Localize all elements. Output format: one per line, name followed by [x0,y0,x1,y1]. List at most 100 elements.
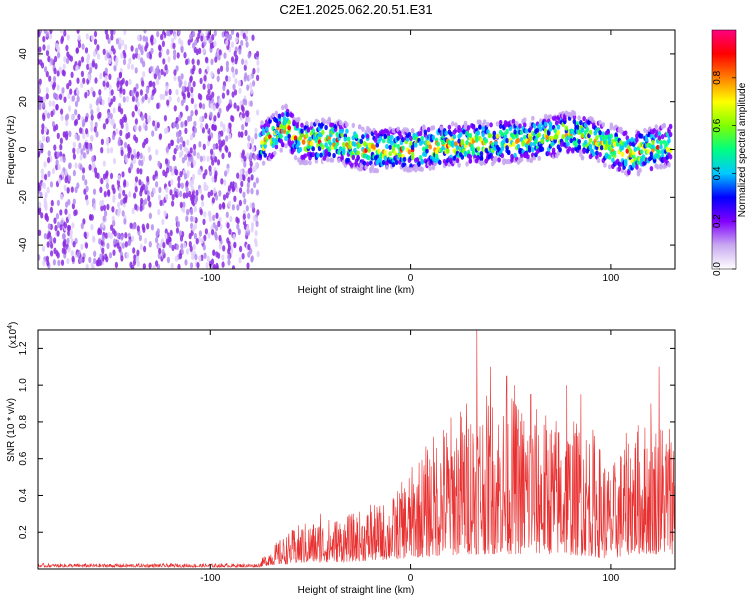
heatmap-cell [135,96,139,103]
tick: 1.0 [18,378,675,392]
heatmap-cell [177,75,181,83]
heatmap-cell [90,34,94,41]
heatmap-cell [407,149,412,155]
heatmap-cell [577,115,581,121]
heatmap-cell [173,69,177,76]
heatmap-cell [173,33,177,40]
heatmap-cell [182,140,186,147]
heatmap-cell [139,89,143,96]
heatmap-cell [300,128,304,134]
heatmap-cell [327,146,332,153]
heatmap-cell [362,160,367,167]
heatmap-cell [502,138,506,145]
heatmap-cell [122,197,126,204]
heatmap-cell [580,127,585,133]
heatmap-cell [214,56,218,63]
heatmap-cell [305,159,309,166]
heatmap-cell [87,143,91,150]
heatmap-cell [81,43,85,50]
heatmap-cell [177,131,182,138]
heatmap-cell [386,130,391,136]
heatmap-cell [127,239,131,247]
heatmap-cell [603,162,607,168]
heatmap-cell [125,80,129,87]
heatmap-cell [481,126,485,132]
heatmap-cell [40,143,44,150]
heatmap-cell [44,191,48,199]
heatmap-cell [297,116,301,122]
heatmap-cell [250,255,254,262]
heatmap-cell [70,186,74,193]
heatmap-cell [65,130,69,138]
heatmap-cell [192,159,196,167]
heatmap-cell [147,195,151,202]
heatmap-cell [175,243,179,251]
heatmap-cell [222,125,226,133]
heatmap-cell [47,55,51,63]
heatmap-cell [337,157,341,163]
snr-x-label: Height of straight line (km) [298,585,415,596]
heatmap-cell [219,121,224,128]
heatmap-cell [609,125,614,131]
heatmap-cell [457,162,461,168]
heatmap-cell [178,114,182,122]
heatmap-cell [189,245,193,252]
heatmap-cell [233,195,237,202]
tick: 0.4 [18,488,675,502]
heatmap-cell [436,141,441,147]
heatmap-cell [199,94,203,101]
heatmap-cell [59,224,63,231]
heatmap-cell [62,156,66,163]
heatmap-cell [249,160,253,168]
heatmap-cell [252,67,256,75]
heatmap-cell [151,130,155,137]
heatmap-cell [179,143,183,151]
heatmap-cell [479,154,484,161]
heatmap-cell [45,215,50,222]
heatmap-cell [531,147,535,153]
heatmap-cell [85,231,90,238]
heatmap-cell [203,75,207,82]
heatmap-cell [450,140,455,146]
heatmap-cell [181,157,185,164]
heatmap-cell [206,255,210,262]
heatmap-cell [44,109,48,117]
heatmap-cell [420,139,425,145]
heatmap-cell [71,222,75,229]
heatmap-cell [256,209,260,216]
heatmap-cell [553,128,557,134]
heatmap-cell [95,131,99,138]
heatmap-cell [100,147,104,154]
heatmap-cell [102,173,107,180]
heatmap-cell [152,187,156,194]
heatmap-cell [80,81,84,89]
heatmap-cell [171,194,175,201]
heatmap-cell [67,229,71,237]
heatmap-cell [213,40,217,47]
heatmap-cell [215,224,219,232]
tick-label: 0 [408,273,414,284]
heatmap-cell [375,153,380,159]
heatmap-cell [50,110,54,118]
heatmap-cell [202,143,206,150]
heatmap-cell [341,141,346,148]
heatmap-cell [110,224,114,231]
heatmap-cell [396,135,401,141]
heatmap-cell [152,81,156,88]
heatmap-cell [165,146,169,153]
heatmap-cell [77,34,81,41]
heatmap-cell [260,120,264,126]
heatmap-cell [224,170,228,177]
heatmap-cell [118,186,122,194]
heatmap-cell [40,212,44,219]
heatmap-cell [123,30,127,36]
heatmap-cell [177,175,181,183]
heatmap-cell [164,232,168,240]
heatmap-cell [214,156,218,163]
heatmap-cell [579,120,583,126]
heatmap-cell [211,124,215,131]
heatmap-cell [532,123,537,129]
heatmap-cell [162,169,166,176]
heatmap-cell [55,159,59,166]
heatmap-cell [202,47,206,54]
